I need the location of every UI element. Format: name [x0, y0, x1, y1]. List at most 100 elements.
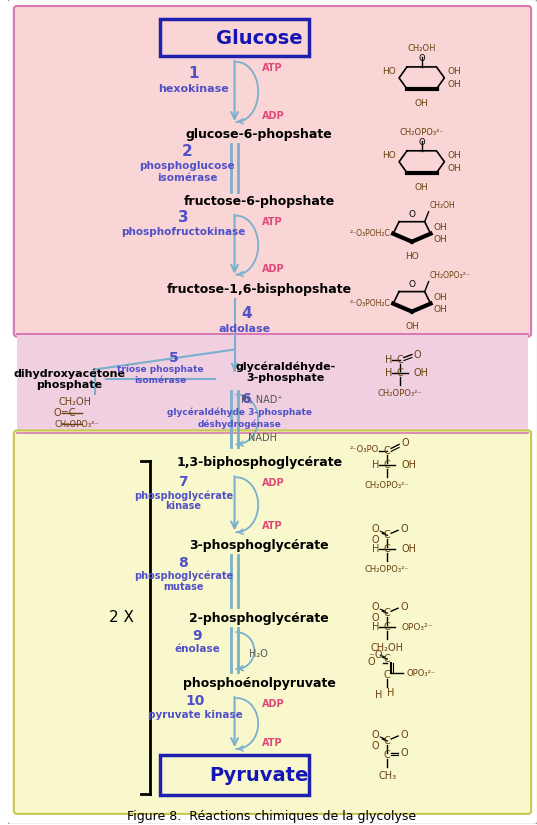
Text: isomérase: isomérase — [157, 172, 217, 183]
Text: ADP: ADP — [262, 111, 285, 120]
Text: O: O — [400, 748, 408, 758]
Text: C: C — [384, 460, 390, 470]
Text: O: O — [375, 650, 382, 660]
Text: C: C — [384, 654, 390, 664]
Text: H: H — [372, 544, 379, 554]
Text: glycéraldéhyde-: glycéraldéhyde- — [236, 361, 336, 372]
Text: Figure 8.  Réactions chimiques de la glycolyse: Figure 8. Réactions chimiques de la glyc… — [127, 810, 417, 823]
Text: aldolase: aldolase — [219, 323, 271, 333]
Text: OH: OH — [401, 460, 416, 470]
Text: fructose-1,6-bisphopshate: fructose-1,6-bisphopshate — [166, 283, 352, 296]
Text: kinase: kinase — [165, 502, 201, 512]
Text: glycéraldéhyde 3-phosphate: glycéraldéhyde 3-phosphate — [167, 408, 312, 417]
Text: triose phosphate: triose phosphate — [118, 365, 204, 374]
Text: OH: OH — [433, 235, 447, 244]
Text: CH₂OH: CH₂OH — [371, 644, 404, 653]
Text: O: O — [400, 602, 408, 612]
Text: CH₂OPO₃²⁻: CH₂OPO₃²⁻ — [365, 565, 410, 574]
Text: C: C — [384, 622, 390, 632]
Text: phosphofructokinase: phosphofructokinase — [121, 227, 245, 237]
FancyBboxPatch shape — [159, 755, 309, 795]
Text: 1,3-biphosphoglycérate: 1,3-biphosphoglycérate — [176, 456, 342, 469]
Text: CH₂OH: CH₂OH — [408, 45, 436, 54]
Text: 10: 10 — [185, 694, 205, 708]
Text: isomérase: isomérase — [135, 376, 187, 385]
Text: OH: OH — [447, 151, 461, 160]
Text: C: C — [397, 355, 403, 365]
Text: OH: OH — [405, 322, 419, 331]
FancyBboxPatch shape — [14, 6, 531, 337]
Text: O: O — [418, 54, 425, 63]
Text: ATP: ATP — [262, 521, 283, 531]
Text: C: C — [384, 736, 390, 746]
Text: CH₂OH: CH₂OH — [59, 398, 91, 408]
Text: énolase: énolase — [174, 644, 220, 654]
Text: HO: HO — [382, 68, 396, 77]
Text: OH: OH — [447, 164, 461, 173]
Text: C: C — [384, 670, 390, 680]
Text: 4: 4 — [241, 306, 252, 321]
Text: phosphoglycérate: phosphoglycérate — [134, 490, 233, 501]
Text: O: O — [372, 613, 379, 623]
Text: O: O — [368, 657, 375, 667]
Text: O: O — [408, 210, 416, 219]
Text: O: O — [372, 741, 379, 751]
Text: OH: OH — [433, 293, 447, 302]
Text: OH: OH — [414, 369, 429, 379]
Text: ATP: ATP — [262, 63, 283, 73]
Text: C: C — [384, 750, 390, 760]
Text: CH₂OPO₃²⁻: CH₂OPO₃²⁻ — [378, 389, 423, 398]
Text: ADP: ADP — [262, 699, 285, 709]
Text: H: H — [387, 688, 395, 698]
Text: phosphoglycérate: phosphoglycérate — [134, 571, 233, 582]
Text: 8: 8 — [178, 556, 188, 570]
Text: glucose-6-phopshate: glucose-6-phopshate — [186, 129, 332, 141]
Text: O: O — [408, 280, 416, 289]
Text: pyruvate kinase: pyruvate kinase — [148, 710, 243, 720]
FancyBboxPatch shape — [14, 431, 531, 814]
Text: C: C — [384, 544, 390, 554]
Text: H: H — [372, 460, 379, 470]
Text: ⁻: ⁻ — [368, 652, 374, 662]
Text: 2: 2 — [182, 144, 193, 159]
Text: C: C — [384, 608, 390, 618]
Text: ATP: ATP — [262, 217, 283, 227]
FancyBboxPatch shape — [159, 19, 309, 56]
Text: H: H — [385, 355, 392, 365]
Text: 2 X: 2 X — [109, 610, 134, 625]
Text: CH₂OH: CH₂OH — [430, 201, 455, 210]
Text: CH₂OPO₃²⁻: CH₂OPO₃²⁻ — [430, 271, 470, 280]
Text: O: O — [414, 350, 422, 360]
Text: 5: 5 — [169, 351, 178, 365]
Text: OH: OH — [447, 80, 461, 89]
FancyBboxPatch shape — [7, 0, 537, 825]
Text: HO: HO — [405, 252, 419, 261]
Text: fructose-6-phopshate: fructose-6-phopshate — [184, 196, 335, 208]
Text: O: O — [372, 602, 379, 612]
Text: O: O — [418, 138, 425, 147]
Text: mutase: mutase — [163, 582, 204, 592]
Text: H₂O: H₂O — [249, 649, 267, 659]
Text: CH₂OPO₃²⁻: CH₂OPO₃²⁻ — [55, 420, 99, 429]
Text: O: O — [372, 730, 379, 740]
Text: CH₂OPO₃²⁻: CH₂OPO₃²⁻ — [365, 481, 410, 490]
Text: 7: 7 — [178, 475, 188, 489]
Text: Pi, NAD⁺: Pi, NAD⁺ — [241, 395, 283, 405]
Text: OH: OH — [447, 68, 461, 77]
Text: H: H — [385, 369, 392, 379]
Text: Glucose: Glucose — [216, 30, 302, 49]
Text: O: O — [401, 438, 409, 449]
Text: CH₂OPO₃²⁻: CH₂OPO₃²⁻ — [400, 129, 444, 137]
Text: 1: 1 — [188, 66, 198, 82]
Text: 3-phosphate: 3-phosphate — [246, 374, 325, 384]
Text: OH: OH — [415, 99, 429, 108]
Text: H: H — [375, 690, 382, 700]
Text: O: O — [372, 524, 379, 535]
Text: déshydrogénase: déshydrogénase — [198, 420, 281, 429]
Text: OH: OH — [433, 305, 447, 314]
Bar — [17, 333, 528, 433]
Text: NADH: NADH — [248, 433, 277, 443]
Text: 6: 6 — [242, 393, 251, 407]
Text: 2-phosphoglycérate: 2-phosphoglycérate — [190, 611, 329, 625]
Text: O: O — [372, 535, 379, 545]
